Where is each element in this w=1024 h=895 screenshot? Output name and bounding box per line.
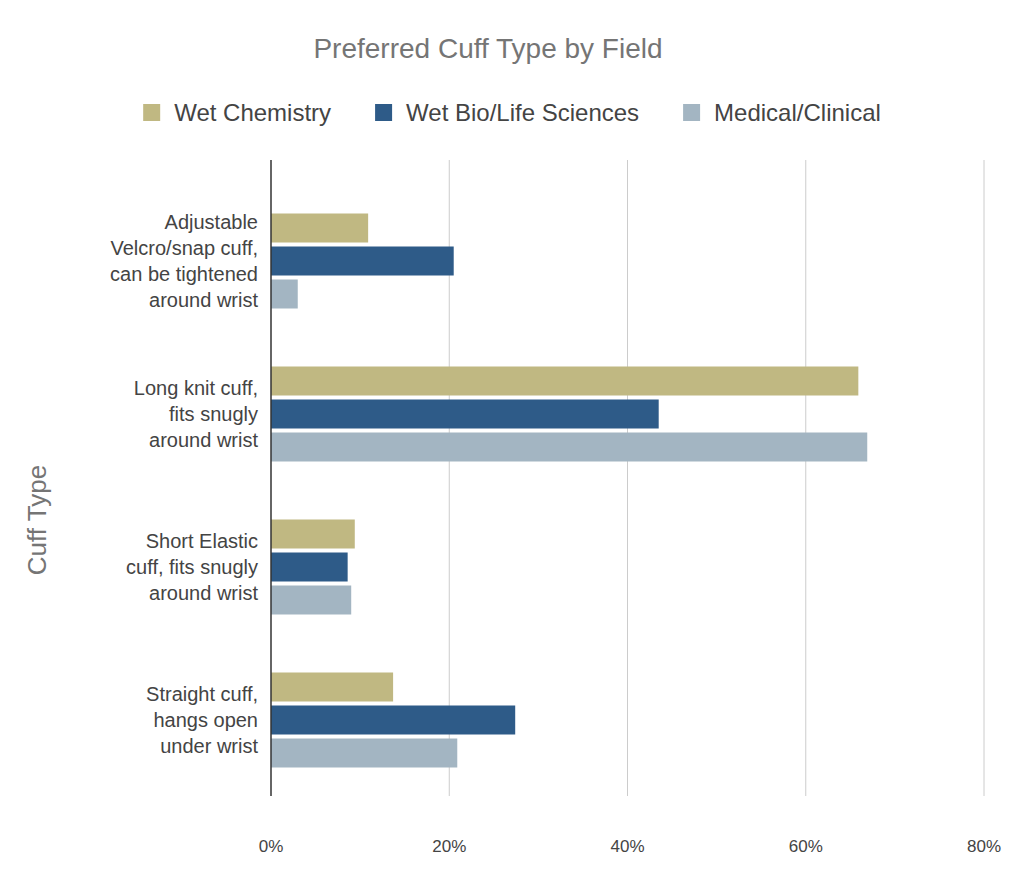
bar xyxy=(271,400,659,429)
legend-swatch xyxy=(375,104,392,121)
category-label: Straight cuff, hangs open under wrist xyxy=(146,683,258,757)
category-label-line: Short Elastic xyxy=(146,530,258,552)
bar xyxy=(271,673,393,702)
axis-title: Cuff Type xyxy=(22,465,52,575)
bars xyxy=(271,214,867,768)
chart: Preferred Cuff Type by Field Wet Chemistr… xyxy=(0,0,1024,895)
category-label-line: around wrist xyxy=(149,429,258,451)
category-label-line: around wrist xyxy=(149,582,258,604)
bar xyxy=(271,214,368,243)
bar xyxy=(271,520,355,549)
axis-line xyxy=(270,160,272,796)
tick-label: 60% xyxy=(789,837,823,856)
bar xyxy=(271,586,351,615)
category-label-line: under wrist xyxy=(160,735,258,757)
category-label-line: cuff, fits snugly xyxy=(126,556,258,578)
grid-line xyxy=(984,160,985,796)
bar xyxy=(271,247,454,276)
title: Preferred Cuff Type by Field xyxy=(313,33,662,64)
bar xyxy=(271,433,867,462)
category-label: Adjustable Velcro/snap cuff, can be tighte… xyxy=(110,211,258,311)
category-label: Long knit cuff, fits snugly around wrist xyxy=(134,377,259,451)
tick-label: 0% xyxy=(259,837,284,856)
legend-label: Medical/Clinical xyxy=(714,99,881,126)
legend-label: Wet Chemistry xyxy=(174,99,331,126)
bar xyxy=(271,706,515,735)
legend-label: Wet Bio/Life Sciences xyxy=(406,99,639,126)
legend-swatch xyxy=(143,104,160,121)
bar xyxy=(271,280,298,309)
tick-label: 80% xyxy=(967,837,1001,856)
category-label-line: Adjustable xyxy=(165,211,258,233)
grid-line xyxy=(627,160,628,796)
category-label: Short Elastic cuff, fits snugly around wri… xyxy=(126,530,258,604)
category-label-line: fits snugly xyxy=(169,403,258,425)
bar xyxy=(271,739,457,768)
grid xyxy=(449,160,984,796)
category-label-line: around wrist xyxy=(149,289,258,311)
tick-label: 40% xyxy=(610,837,644,856)
legend: Wet Chemistry Wet Bio/Life Sciences Medica… xyxy=(143,99,881,126)
tick-label: 20% xyxy=(432,837,466,856)
legend-swatch xyxy=(683,104,700,121)
category-label-line: Long knit cuff, xyxy=(134,377,258,399)
bar xyxy=(271,553,348,582)
category-label-line: Velcro/snap cuff, xyxy=(111,237,259,259)
grid-line xyxy=(805,160,806,796)
category-label-line: hangs open xyxy=(153,709,258,731)
bar xyxy=(271,367,858,396)
category-label-line: can be tightened xyxy=(110,263,258,285)
category-label-line: Straight cuff, xyxy=(146,683,258,705)
